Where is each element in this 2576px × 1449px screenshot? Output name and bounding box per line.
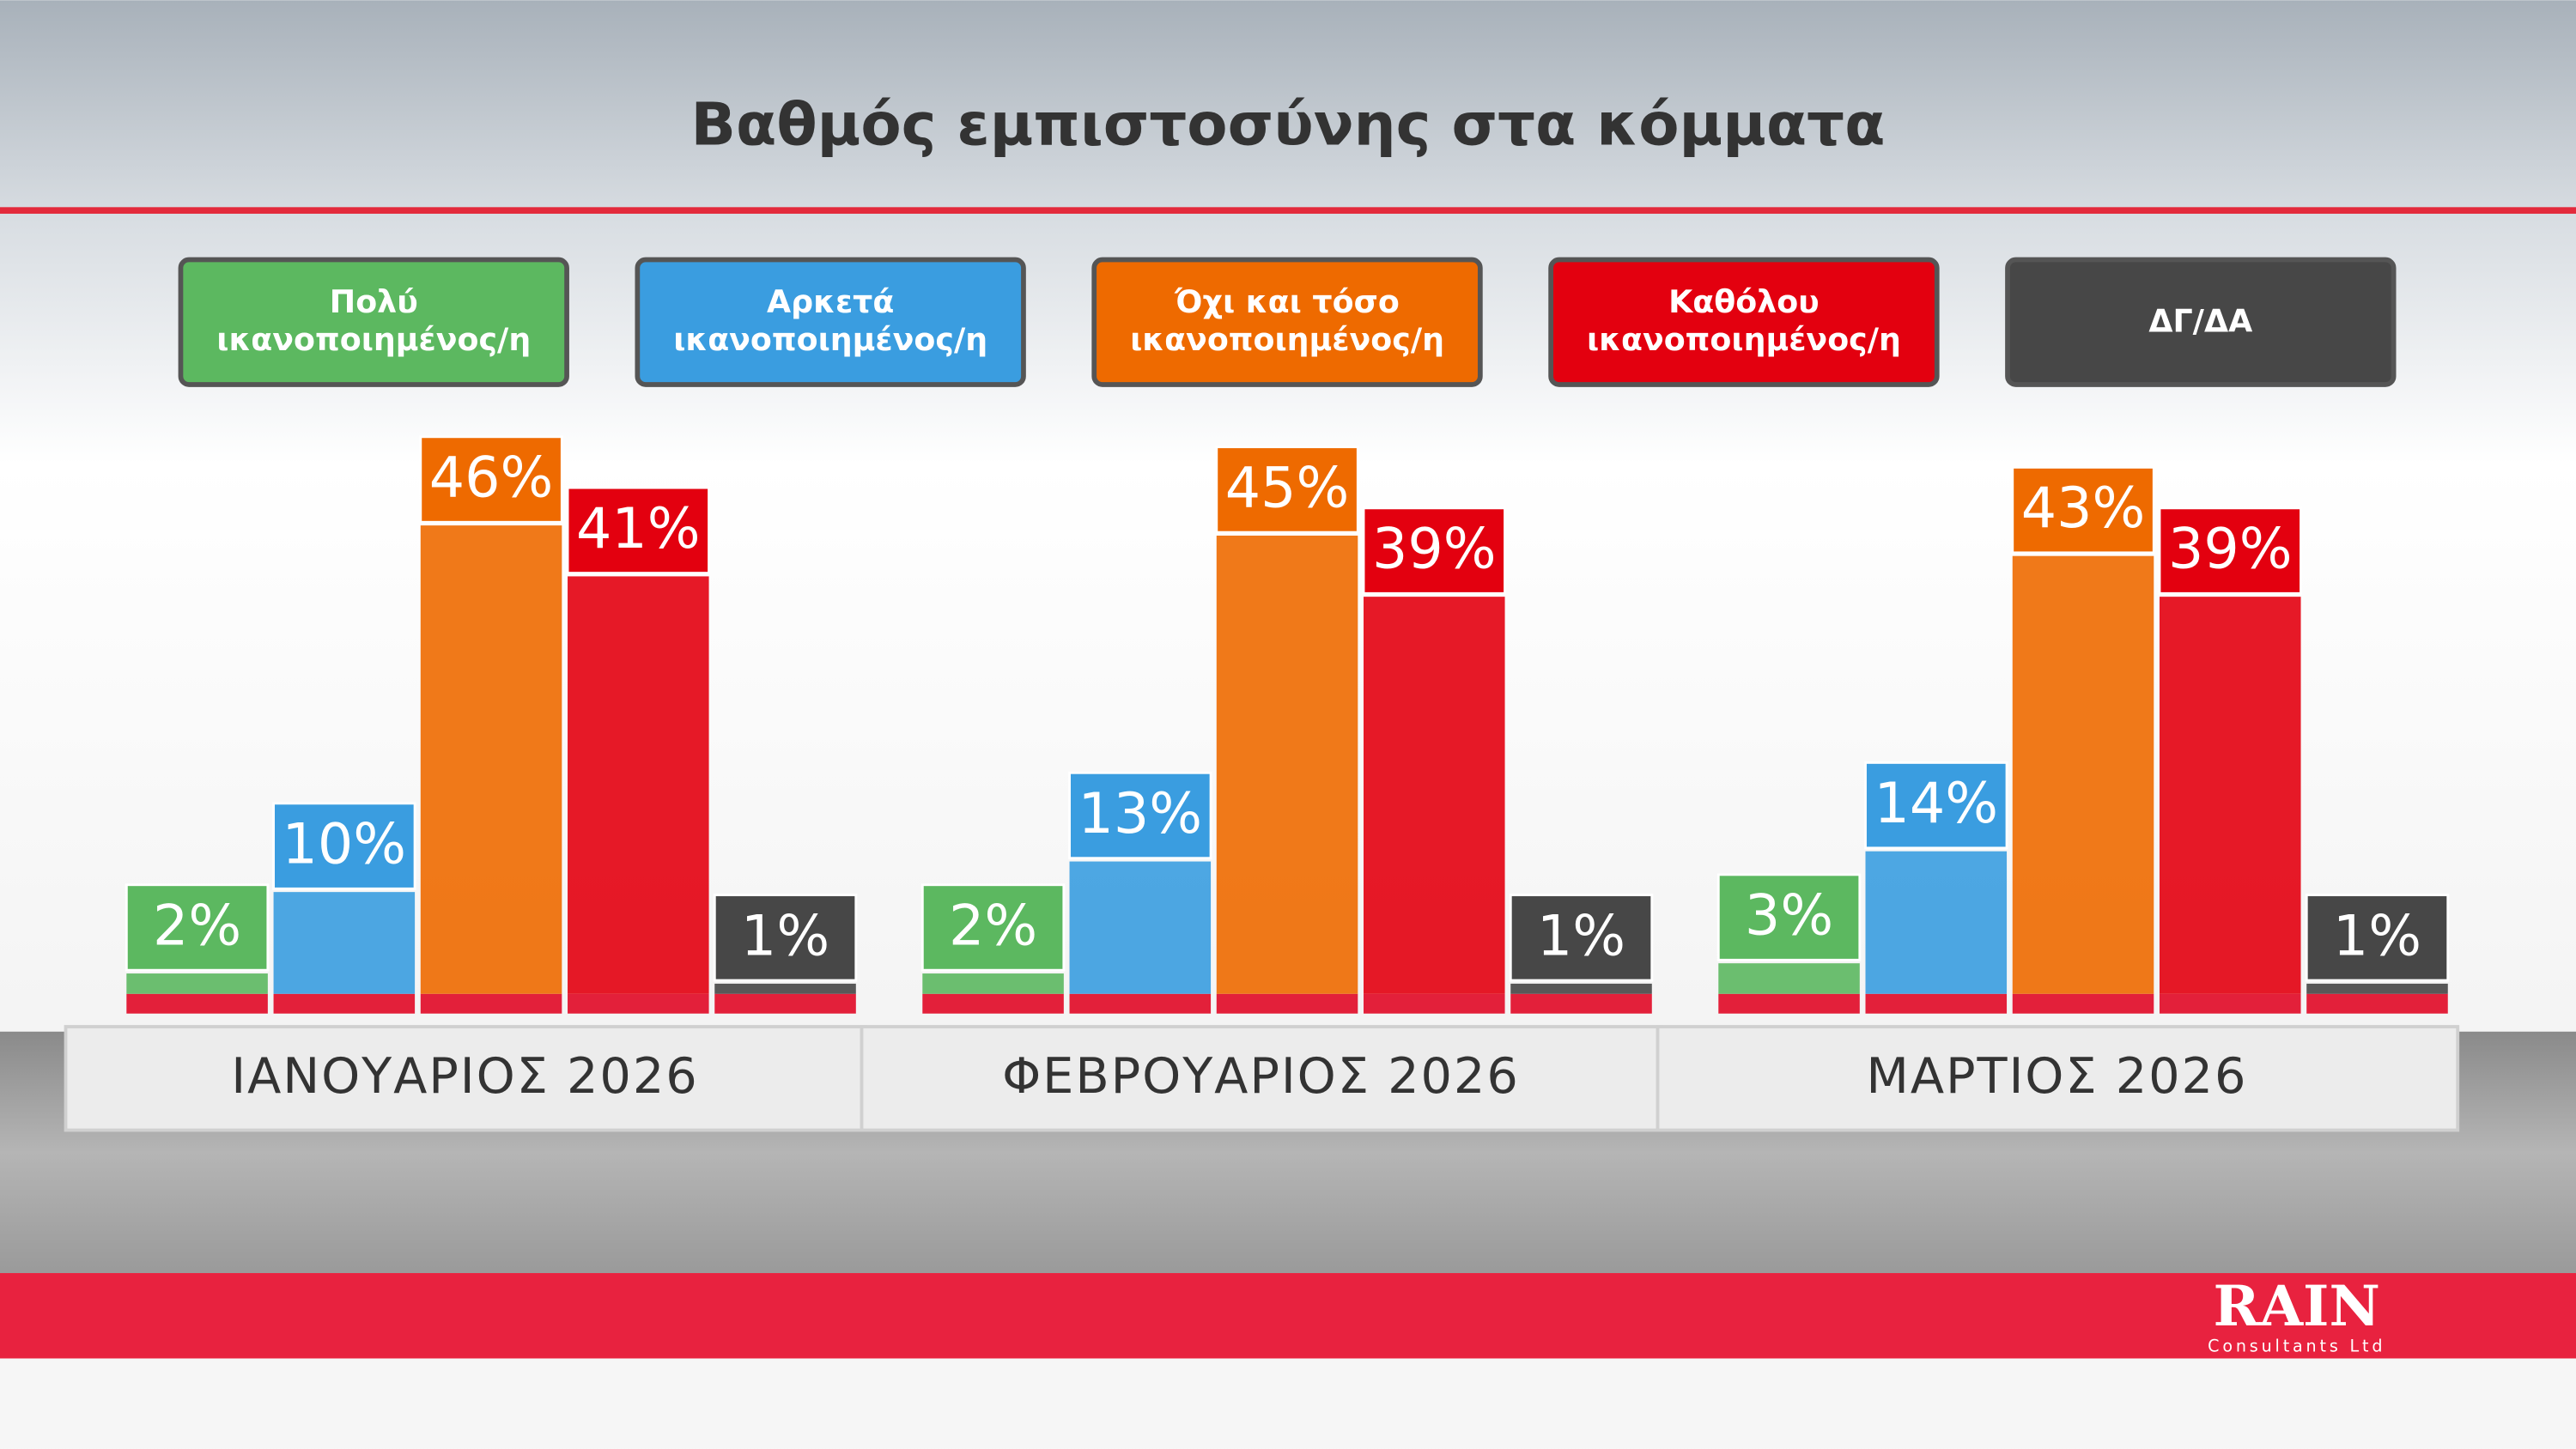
value-label-box xyxy=(920,883,1066,972)
platform xyxy=(860,1025,1664,1132)
value-label: 39% xyxy=(1372,518,1497,582)
value-label-box xyxy=(1215,446,1359,534)
bar-base xyxy=(2012,993,2154,1014)
bar-base xyxy=(273,993,416,1014)
bar xyxy=(273,892,416,994)
bar-base xyxy=(420,993,562,1014)
value-label-box xyxy=(1509,894,1654,982)
value-label-box xyxy=(2305,894,2450,982)
value-label: 45% xyxy=(1225,456,1350,520)
logo: RAIN xyxy=(2214,1274,2380,1339)
legend-box xyxy=(2005,257,2397,387)
bar-base xyxy=(922,993,1064,1014)
plot: Πολύ ικανοποιημένος/η Αρκετά ικανοποιημέν… xyxy=(64,257,2460,1132)
legend-label: Όχι και τόσο ικανοποιημένος/η xyxy=(1130,284,1444,359)
value-label: 10% xyxy=(283,813,407,877)
value-label: 1% xyxy=(2333,904,2421,968)
value-label: 39% xyxy=(2168,518,2293,582)
x-tick-label: ΜΑΡΤΙΟΣ 2026 xyxy=(1866,1047,2247,1105)
platform xyxy=(1656,1025,2460,1132)
value-label-box xyxy=(1864,761,2008,850)
title-rule xyxy=(0,207,2576,214)
legend-item: Αρκετά ικανοποιημένος/η xyxy=(673,284,988,359)
bar xyxy=(126,973,268,994)
bar-base xyxy=(1216,993,1358,1014)
bar xyxy=(1718,963,1860,994)
legend-box xyxy=(1548,257,1940,387)
bar xyxy=(714,983,856,994)
legend-label: Πολύ ικανοποιημένος/η xyxy=(216,284,532,359)
bar-base xyxy=(126,993,268,1014)
legend-item: Όχι και τόσο ικανοποιημένος/η xyxy=(1130,284,1444,359)
bar-base xyxy=(1865,993,2008,1014)
value-label: 43% xyxy=(2021,476,2146,541)
value-label: 41% xyxy=(576,497,701,561)
value-label-box xyxy=(419,435,563,524)
legend-item: Καθόλου ικανοποιημένος/η xyxy=(1586,284,1901,359)
legend-label: Καθόλου ικανοποιημένος/η xyxy=(1586,284,1901,359)
bar xyxy=(2012,555,2154,994)
value-label: 3% xyxy=(1745,884,1833,949)
footer-band xyxy=(0,1273,2576,1359)
bar xyxy=(2159,597,2301,994)
legend-box xyxy=(178,257,569,387)
value-label-box xyxy=(2011,465,2155,555)
bar-base xyxy=(568,993,709,1014)
value-label-box xyxy=(566,486,711,575)
value-label: 2% xyxy=(949,894,1037,958)
value-label: 14% xyxy=(1874,772,1998,836)
bar-base xyxy=(714,993,856,1014)
legend-item: ΔΓ/ΔΑ xyxy=(2148,303,2253,340)
value-label: 1% xyxy=(741,904,829,968)
legend-label: Αρκετά ικανοποιημένος/η xyxy=(673,284,988,359)
value-label-box xyxy=(1068,771,1212,860)
value-label-box xyxy=(713,894,858,982)
legend-label: ΔΓ/ΔΑ xyxy=(2148,303,2253,340)
x-tick-label: ΦΕΒΡΟΥΑΡΙΟΣ 2026 xyxy=(1002,1047,1520,1105)
value-label: 46% xyxy=(429,446,554,511)
bar xyxy=(2306,983,2448,994)
legend-item: Πολύ ικανοποιημένος/η xyxy=(216,284,532,359)
bar xyxy=(922,973,1064,994)
value-label-box xyxy=(125,883,270,972)
value-label-box xyxy=(1362,506,1506,595)
bar xyxy=(1510,983,1652,994)
bar xyxy=(1069,861,1212,994)
bar xyxy=(1865,851,2008,994)
legend-box xyxy=(635,257,1026,387)
bar-base xyxy=(1718,993,1860,1014)
bar-base xyxy=(1364,993,1505,1014)
platform xyxy=(64,1025,868,1132)
x-tick-label: ΙΑΝΟΥΑΡΙΟΣ 2026 xyxy=(231,1047,698,1105)
bar xyxy=(1364,597,1505,994)
chart-title: Βαθμός εμπιστοσύνης στα κόμματα xyxy=(691,91,1886,160)
bar-base xyxy=(2306,993,2448,1014)
bar-base xyxy=(2159,993,2301,1014)
value-label-box xyxy=(1716,873,1862,961)
logo-sub: Consultants Ltd xyxy=(2208,1337,2385,1356)
bar xyxy=(420,525,562,994)
legend-box xyxy=(1091,257,1483,387)
value-label: 1% xyxy=(1537,904,1625,968)
bar-base xyxy=(1069,993,1212,1014)
value-label: 2% xyxy=(153,894,241,958)
bar xyxy=(568,576,709,994)
value-label-box xyxy=(272,802,416,890)
value-label-box xyxy=(2158,506,2302,595)
bar xyxy=(1216,535,1358,994)
bar-base xyxy=(1510,993,1652,1014)
footer-bottom xyxy=(0,1358,2576,1449)
value-label: 13% xyxy=(1078,782,1203,846)
